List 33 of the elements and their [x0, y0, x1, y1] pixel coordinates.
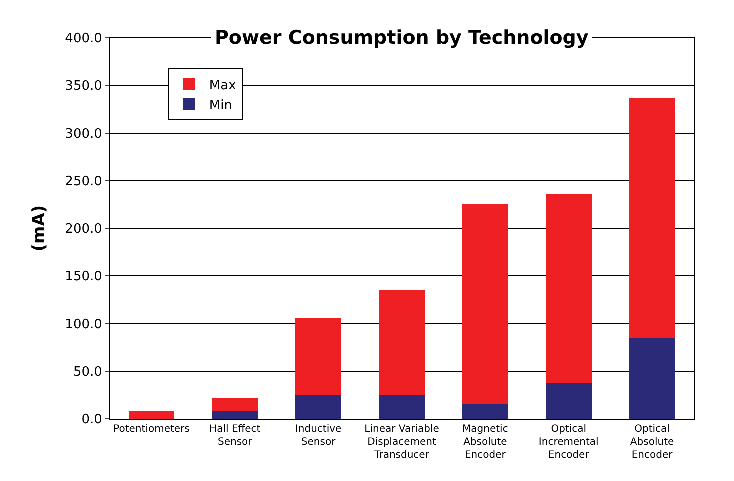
y-tick-label: 50.0	[73, 364, 102, 380]
x-tick-label: Optical Incremental Encoder	[538, 424, 599, 461]
x-tick-label: Optical Absolute Encoder	[630, 424, 674, 461]
bar	[546, 194, 592, 383]
legend-label: Min	[209, 98, 232, 114]
y-tick-label: 100.0	[65, 317, 102, 332]
y-tick-label: 350.0	[65, 79, 102, 94]
y-axis-title: (mA)	[30, 205, 50, 252]
bar	[379, 395, 425, 419]
legend-label: Max	[209, 78, 237, 94]
x-tick-label: Hall Effect Sensor	[210, 424, 261, 448]
bar	[212, 398, 258, 412]
bar	[629, 338, 676, 419]
bar	[546, 382, 592, 419]
x-tick-label: Inductive Sensor	[295, 424, 342, 448]
chart-title: Power Consumption by Technology	[215, 27, 590, 49]
x-tick-label: Linear Variable Displacement Transducer	[364, 424, 440, 461]
y-tick-label: 400.0	[65, 32, 102, 47]
bar	[128, 411, 175, 419]
bar	[629, 98, 676, 338]
bar	[379, 290, 425, 396]
bar	[462, 404, 508, 419]
y-tick-label: 150.0	[65, 270, 102, 285]
bar	[212, 411, 258, 419]
y-tick-label: 0.0	[82, 412, 102, 428]
bar	[296, 318, 342, 396]
x-tick-label: Potentiometers	[114, 424, 190, 435]
y-tick-label: 250.0	[65, 174, 102, 190]
x-tick-label: Magnetic Absolute Encoder	[462, 424, 508, 461]
bar	[462, 204, 508, 405]
y-tick-label: 200.0	[65, 222, 102, 238]
bar	[296, 395, 342, 419]
y-tick-label: 300.0	[65, 126, 102, 142]
